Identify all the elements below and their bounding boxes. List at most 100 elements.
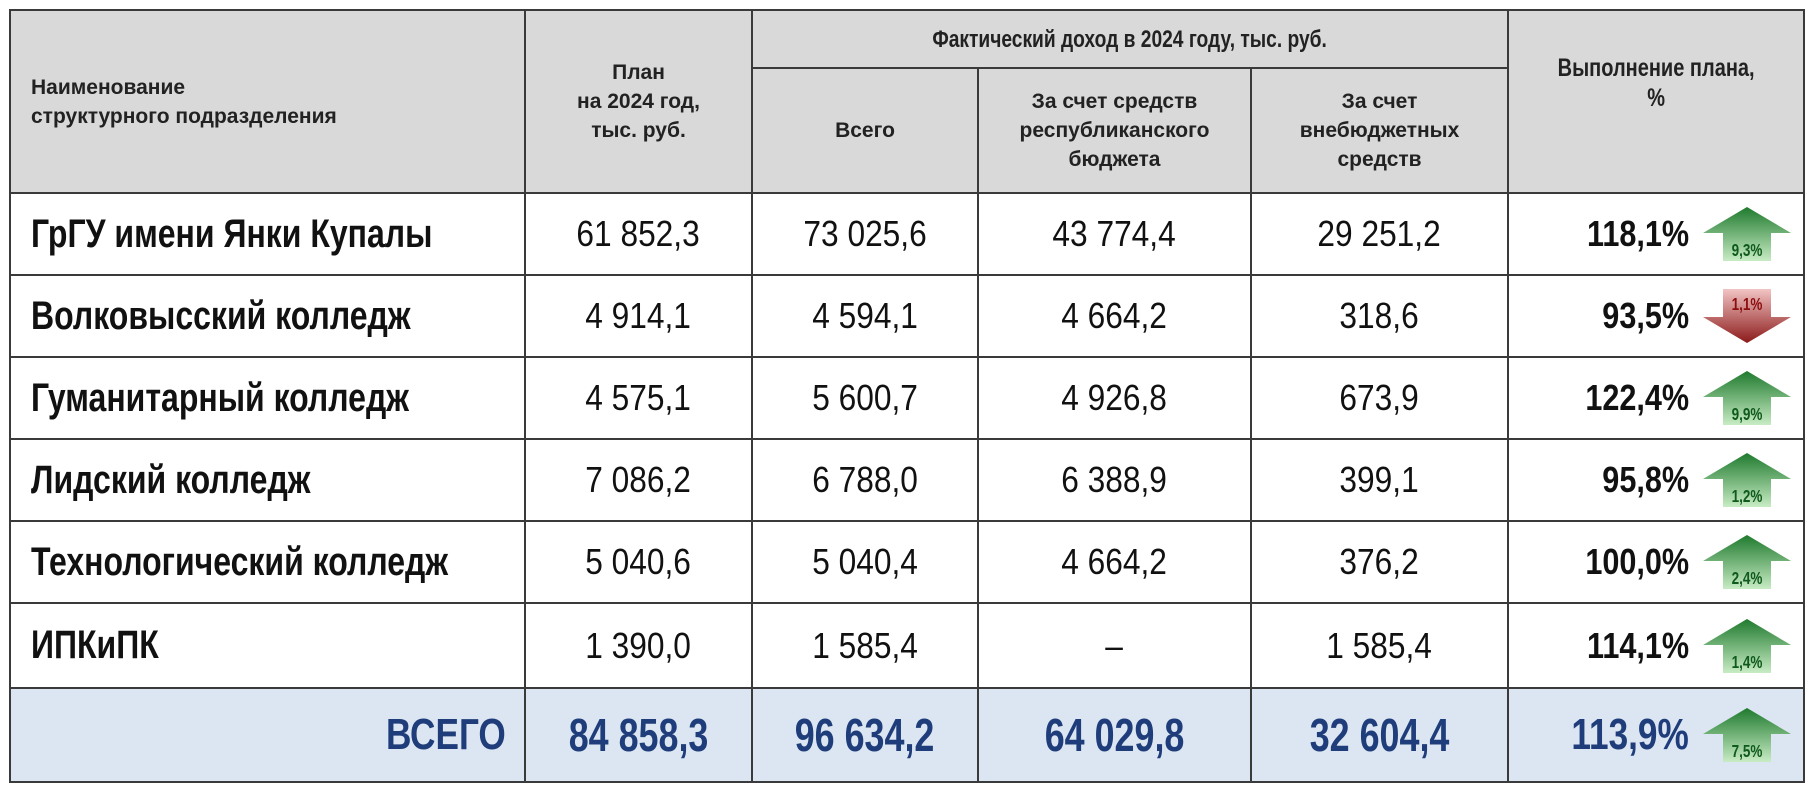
cell-text: 43 774,4 <box>1052 213 1177 254</box>
cell-text: – <box>1105 624 1124 666</box>
cell-text: 5 040,4 <box>812 541 918 582</box>
cell-text: 1 585,4 <box>1326 624 1433 666</box>
cell: 61 852,3 <box>524 192 753 276</box>
cell: 29 251,2 <box>1249 192 1510 276</box>
trend-arrow: 9,9% <box>1703 371 1792 425</box>
header-text: Фактический доход в 2024 году, тыс. руб. <box>932 25 1328 53</box>
arrow-shape <box>1703 535 1792 589</box>
arrow-shape <box>1703 453 1792 507</box>
cell-text: ГрГУ имени Янки Купалы <box>31 211 433 256</box>
cell: 43 774,4 <box>977 192 1252 276</box>
cell: 64 029,8 <box>977 687 1252 783</box>
completion-cell: 113,9% 7,5% <box>1507 687 1806 783</box>
cell: – <box>977 602 1252 689</box>
header-cell: За счет средств республиканского бюджета <box>977 67 1252 194</box>
cell: 4 926,8 <box>977 356 1252 440</box>
cell: 5 040,4 <box>751 520 979 604</box>
trend-arrow: 7,5% <box>1703 708 1792 762</box>
cell-text: 673,9 <box>1339 377 1420 418</box>
header-text: Выполнение плана, % <box>1557 54 1755 112</box>
header-row: Всего За счет средств республиканского б… <box>10 67 1804 194</box>
data-row: Лидский колледж 7 086,2 6 788,0 6 388,9 399,… <box>9 438 1806 522</box>
cell: 4 575,1 <box>524 356 753 440</box>
cell: 399,1 <box>1249 438 1510 522</box>
total-row: ВСЕГО 84 858,3 96 634,2 64 029,8 32 604,4 113… <box>9 687 1806 783</box>
cell-text: Технологический колледж <box>31 539 449 584</box>
cell-text: 399,1 <box>1339 459 1420 500</box>
completion-value: 100,0% <box>1585 541 1690 582</box>
cell: 6 388,9 <box>977 438 1252 522</box>
data-row: ИПКиПК 1 390,0 1 585,4 – 1 585,4 114,1% 1,4% <box>9 602 1806 689</box>
completion-value: 113,9% <box>1571 710 1690 759</box>
cell-text: 6 788,0 <box>812 459 918 500</box>
cell: 32 604,4 <box>1249 687 1510 783</box>
change-label: 1,4% <box>1732 653 1763 672</box>
header-cell: Выполнение плана, % <box>1507 9 1806 194</box>
change-label: 1,2% <box>1732 487 1763 506</box>
table-body: Наименование структурного подразделения … <box>9 9 1806 783</box>
cell-text: 376,2 <box>1339 541 1420 582</box>
cell-text: 4 664,2 <box>1061 541 1168 582</box>
cell: 5 040,6 <box>524 520 753 604</box>
cell: 73 025,6 <box>751 192 979 276</box>
arrow-shape <box>1703 618 1792 673</box>
cell: 5 600,7 <box>751 356 979 440</box>
cell-text: 5 600,7 <box>812 377 918 418</box>
cell-text: 4 594,1 <box>812 295 918 336</box>
cell: 84 858,3 <box>524 687 753 783</box>
cell: 1 585,4 <box>751 602 979 689</box>
completion-value: 122,4% <box>1585 377 1690 418</box>
trend-arrow: 9,3% <box>1703 207 1792 261</box>
cell-text: 1 585,4 <box>812 624 918 666</box>
cell-text: 64 029,8 <box>1044 709 1185 761</box>
cell: 1 390,0 <box>524 602 753 689</box>
cell: 4 594,1 <box>751 274 979 358</box>
header-cell: Всего <box>751 67 979 194</box>
trend-arrow: 1,4% <box>1703 618 1792 673</box>
cell: 4 914,1 <box>524 274 753 358</box>
change-label: 7,5% <box>1732 742 1763 761</box>
cell-text: 73 025,6 <box>803 213 927 254</box>
cell-text: 4 575,1 <box>585 377 692 418</box>
cell: 96 634,2 <box>751 687 979 783</box>
cell: ГрГУ имени Янки Купалы <box>9 192 526 276</box>
cell-text: Гуманитарный колледж <box>31 375 409 420</box>
trend-arrow: 1,1% <box>1703 289 1792 343</box>
header-cell: За счет внебюджетных средств <box>1249 67 1510 194</box>
cell-text: 32 604,4 <box>1309 709 1450 761</box>
header-row: Наименование структурного подразделения … <box>9 9 1806 194</box>
cell-text: 318,6 <box>1339 295 1420 336</box>
cell-text: 4 664,2 <box>1061 295 1168 336</box>
cell: ВСЕГО <box>9 687 526 783</box>
change-label: 1,1% <box>1732 295 1763 314</box>
header-cell: План на 2024 год, тыс. руб. <box>524 9 753 194</box>
income-table: Наименование структурного подразделения … <box>9 9 1806 783</box>
cell: ИПКиПК <box>9 602 526 689</box>
cell-text: ВСЕГО <box>386 710 506 759</box>
completion-cell: 114,1% 1,4% <box>1507 602 1806 689</box>
completion-value: 118,1% <box>1586 213 1690 254</box>
cell-text: 4 926,8 <box>1061 377 1168 418</box>
cell-text: Волковысский колледж <box>31 293 411 338</box>
cell-text: 96 634,2 <box>795 709 935 761</box>
arrow-shape <box>1703 708 1792 762</box>
cell-text: 6 388,9 <box>1061 459 1168 500</box>
cell: 376,2 <box>1249 520 1510 604</box>
cell-text: 61 852,3 <box>576 213 701 254</box>
cell-text: 5 040,6 <box>585 541 692 582</box>
completion-value: 114,1% <box>1586 624 1690 666</box>
change-label: 9,3% <box>1732 241 1763 260</box>
cell: Гуманитарный колледж <box>9 356 526 440</box>
header-cell: Фактический доход в 2024 году, тыс. руб. <box>750 9 1510 69</box>
arrow-shape <box>1703 289 1792 343</box>
cell: 6 788,0 <box>751 438 979 522</box>
trend-arrow: 1,2% <box>1703 453 1792 507</box>
header-cell: Наименование структурного подразделения <box>9 9 526 194</box>
cell: 673,9 <box>1249 356 1510 440</box>
completion-value: 95,8% <box>1602 459 1690 500</box>
cell-text: 29 251,2 <box>1317 213 1442 254</box>
completion-cell: 100,0% 2,4% <box>1507 520 1806 604</box>
data-row: Технологический колледж 5 040,6 5 040,4 4 6… <box>9 520 1806 604</box>
data-row: ГрГУ имени Янки Купалы 61 852,3 73 025,6 43… <box>9 192 1806 276</box>
change-label: 9,9% <box>1732 405 1763 424</box>
